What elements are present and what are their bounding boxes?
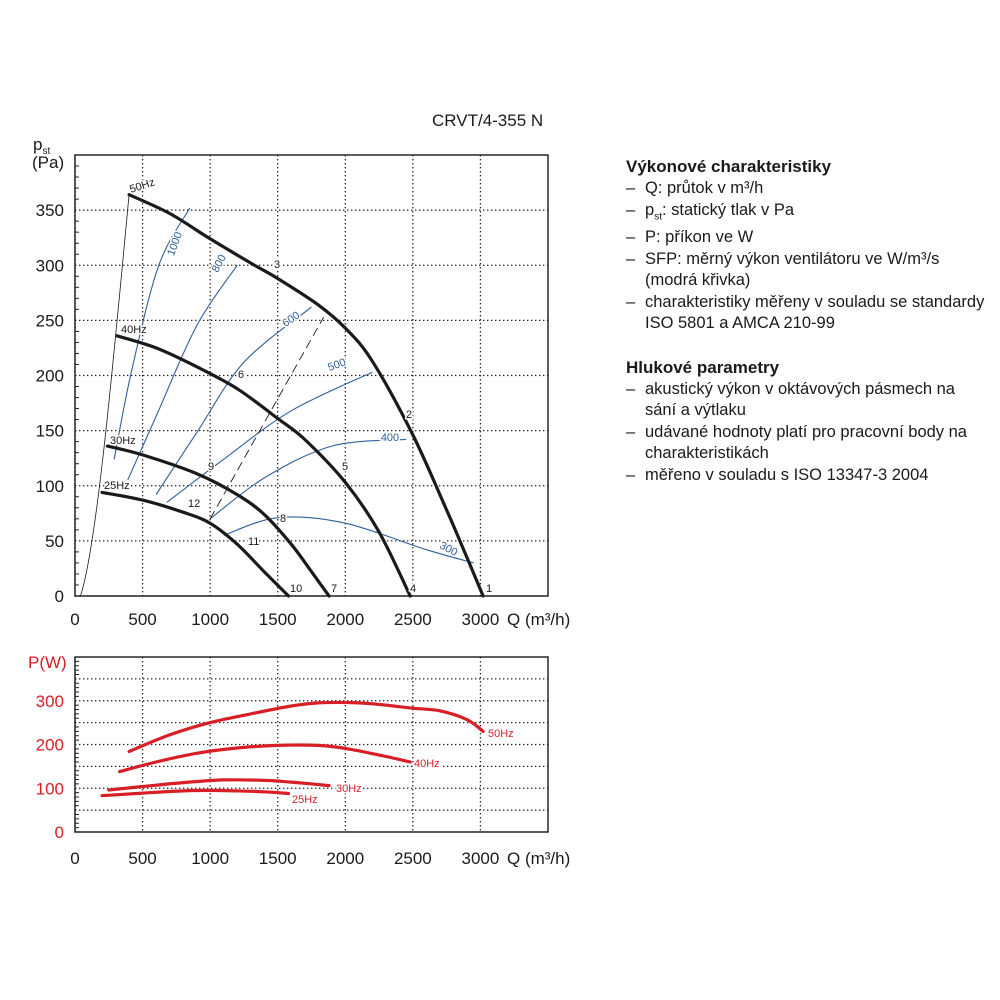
power-curve-40Hz bbox=[118, 743, 412, 774]
pressure-curve-40Hz bbox=[115, 334, 412, 598]
pressure-curve-label-50Hz: 50Hz bbox=[128, 177, 156, 196]
sfp-curve-label-1000: 1000 bbox=[165, 230, 185, 257]
operating-point-label-2: 2 bbox=[406, 409, 412, 421]
power-x-tick-label: 0 bbox=[70, 849, 79, 868]
pressure-x-tick-label: 3000 bbox=[462, 610, 500, 629]
legend-item-pressure-symbol: p bbox=[645, 200, 655, 219]
chart-title: CRVT/4-355 N bbox=[432, 111, 544, 130]
power-x-tick-label: 1000 bbox=[191, 849, 229, 868]
legend-list-performance: Q: průtok v m³/h pst: statický tlak v Pa… bbox=[626, 178, 986, 335]
pressure-curve-label-30Hz: 30Hz bbox=[110, 435, 136, 447]
pressure-x-tick-label: 0 bbox=[70, 610, 79, 629]
pressure-curve-label-25Hz: 25Hz bbox=[104, 480, 130, 492]
pressure-y-tick-label: 300 bbox=[36, 256, 64, 275]
power-panel: 0 500 1000 1500 2000 2500 3000 0 100 200 300 P(W) Q … bbox=[28, 653, 570, 868]
pressure-x-tick-label: 1000 bbox=[191, 610, 229, 629]
operating-point-label-5: 5 bbox=[342, 461, 348, 473]
legend-item-sfp: SFP: měrný výkon ventilátoru ve W/m³/s (… bbox=[626, 249, 986, 292]
operating-point-label-9: 9 bbox=[208, 461, 214, 473]
operating-point-label-4: 4 bbox=[410, 583, 416, 595]
sfp-curve-800 bbox=[127, 264, 238, 481]
operating-point-label-6: 6 bbox=[238, 369, 244, 381]
power-x-tick-label: 3000 bbox=[462, 849, 500, 868]
pressure-curve-50Hz bbox=[127, 193, 485, 598]
pressure-y-tick-label: 250 bbox=[36, 311, 64, 330]
legend-item-values: udávané hodnoty platí pro pracovní body … bbox=[626, 422, 986, 465]
operating-point-label-10: 10 bbox=[290, 583, 302, 595]
legend-item-flow: Q: průtok v m³/h bbox=[626, 178, 986, 200]
sfp-curve-300 bbox=[223, 516, 474, 564]
power-x-tick-label: 2500 bbox=[394, 849, 432, 868]
legend-item-pressure: pst: statický tlak v Pa bbox=[626, 200, 986, 228]
legend-item-power: P: příkon ve W bbox=[626, 227, 986, 249]
legend-item-acoustic: akustický výkon v oktávových pásmech na … bbox=[626, 379, 986, 422]
legend-heading-performance: Výkonové charakteristiky bbox=[626, 157, 832, 176]
pressure-y-tick-label: 0 bbox=[55, 587, 64, 606]
pressure-y-axis-label: pst bbox=[33, 135, 50, 157]
power-y-tick-label: 300 bbox=[36, 692, 64, 711]
pressure-y-tick-label: 200 bbox=[36, 367, 64, 386]
power-x-tick-label: 1500 bbox=[259, 849, 297, 868]
sfp-curve-label-600: 600 bbox=[280, 309, 302, 329]
power-y-axis-label: P(W) bbox=[28, 653, 67, 672]
pressure-curve-label-40Hz: 40Hz bbox=[121, 324, 147, 336]
sfp-curve-label-500: 500 bbox=[326, 356, 347, 374]
legend-panel: Výkonové charakteristiky Q: průtok v m³/… bbox=[626, 156, 986, 508]
pressure-y-axis-unit: (Pa) bbox=[32, 153, 64, 172]
power-curve-50Hz bbox=[127, 700, 485, 754]
sfp-curve-label-800: 800 bbox=[210, 253, 229, 275]
operating-point-label-3: 3 bbox=[274, 259, 280, 271]
pressure-panel: 0 500 1000 1500 2000 2500 30000501001502002503… bbox=[32, 135, 570, 629]
pressure-y-tick-label: 50 bbox=[45, 532, 64, 551]
operating-dashed-line bbox=[209, 316, 325, 520]
operating-point-label-11: 11 bbox=[248, 536, 259, 548]
legend-list-noise: akustický výkon v oktávových pásmech na … bbox=[626, 379, 986, 487]
power-x-tick-label: 500 bbox=[128, 849, 156, 868]
pressure-x-tick-label: 500 bbox=[128, 610, 156, 629]
legend-item-pressure-text: : statický tlak v Pa bbox=[661, 200, 795, 219]
legend-item-standards: charakteristiky měřeny v souladu se stan… bbox=[626, 292, 986, 335]
pressure-y-tick-label: 150 bbox=[36, 422, 64, 441]
power-curve-label-50Hz: 50Hz bbox=[488, 728, 514, 740]
power-x-tick-label: 2000 bbox=[326, 849, 364, 868]
power-y-tick-label: 100 bbox=[36, 779, 64, 798]
legend-heading-noise: Hlukové parametry bbox=[626, 357, 780, 377]
pressure-x-tick-label: 1500 bbox=[259, 610, 297, 629]
power-curve-label-40Hz: 40Hz bbox=[414, 758, 440, 770]
operating-point-label-7: 7 bbox=[331, 583, 337, 595]
power-y-tick-label: 0 bbox=[55, 823, 64, 842]
power-x-axis-label: Q (m³/h) bbox=[507, 849, 570, 868]
pressure-curve-25Hz bbox=[100, 490, 291, 598]
power-curve-30Hz bbox=[107, 778, 331, 792]
system-curve bbox=[80, 194, 130, 597]
sfp-curve-label-400: 400 bbox=[381, 432, 399, 444]
operating-point-label-8: 8 bbox=[280, 513, 286, 525]
sfp-curve-400 bbox=[209, 438, 407, 520]
sfp-curve-500 bbox=[166, 371, 373, 503]
pressure-x-tick-label: 2000 bbox=[326, 610, 364, 629]
power-y-tick-label: 200 bbox=[36, 736, 64, 755]
operating-point-label-1: 1 bbox=[486, 583, 492, 595]
pressure-curve-30Hz bbox=[105, 444, 331, 598]
pressure-y-tick-label: 350 bbox=[36, 201, 64, 220]
power-curve-25Hz bbox=[100, 788, 291, 798]
sfp-curve-label-300: 300 bbox=[437, 540, 459, 559]
sfp-curve-1000 bbox=[113, 207, 191, 460]
pressure-y-tick-label: 100 bbox=[36, 477, 64, 496]
power-curve-label-25Hz: 25Hz bbox=[292, 794, 318, 806]
legend-item-pressure-subscript: st bbox=[654, 210, 662, 222]
pressure-x-axis-label: Q (m³/h) bbox=[507, 610, 570, 629]
pressure-plot-frame bbox=[74, 154, 549, 597]
power-curve-label-30Hz: 30Hz bbox=[336, 783, 362, 795]
pressure-x-tick-label: 2500 bbox=[394, 610, 432, 629]
operating-point-label-12: 12 bbox=[188, 498, 200, 510]
legend-item-iso: měřeno v souladu s ISO 13347-3 2004 bbox=[626, 465, 986, 487]
power-plot-frame bbox=[74, 656, 549, 833]
